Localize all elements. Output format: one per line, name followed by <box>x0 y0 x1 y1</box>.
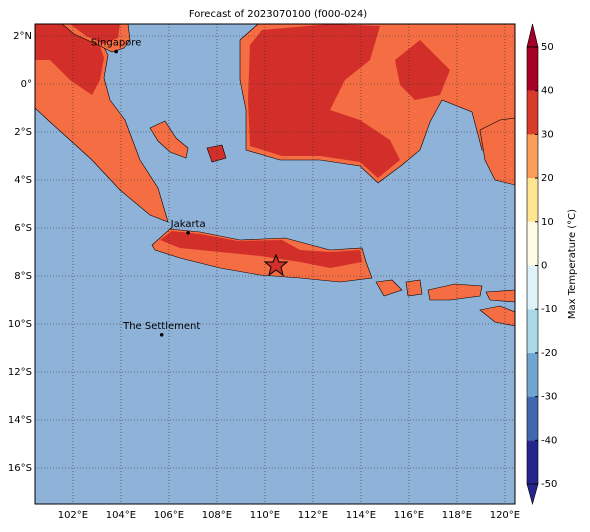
lat-label: 4°S <box>14 175 32 186</box>
city-dot <box>186 231 190 235</box>
lat-label: 16°S <box>8 463 32 474</box>
colorbar-extend-bottom <box>526 483 539 506</box>
lat-label: 6°S <box>14 223 32 234</box>
colorbar-tick-label: -50 <box>541 479 557 490</box>
colorbar-tick-label: 30 <box>541 129 554 140</box>
java-hot <box>160 231 362 268</box>
malay-hot <box>70 24 120 44</box>
colorbar-segment <box>527 221 538 266</box>
city-dot <box>159 333 164 337</box>
bali <box>375 279 403 297</box>
colorbar-tick-label: 40 <box>541 86 554 97</box>
lat-label: 10°S <box>8 319 32 330</box>
lon-label: 102°E <box>58 510 88 521</box>
city-dot <box>114 49 118 54</box>
star-marker <box>263 253 289 277</box>
lon-label: 112°E <box>298 510 328 521</box>
colorbar-tick-label: -30 <box>541 392 557 403</box>
lat-label: 0° <box>21 79 32 90</box>
colorbar-segment <box>527 178 538 222</box>
lombok <box>405 279 423 297</box>
lat-label: 2°N <box>13 31 32 42</box>
sumba <box>479 305 515 327</box>
lat-label: 14°S <box>8 415 32 426</box>
cities: Singapore Jakarta The Settlement <box>91 38 206 337</box>
colorbar-segment <box>527 265 538 310</box>
borneo-hot <box>248 24 400 178</box>
city-label: The Settlement <box>122 321 200 332</box>
lon-label: 104°E <box>106 510 136 521</box>
sumbawa <box>427 283 483 301</box>
lat-label: 12°S <box>8 367 32 378</box>
colorbar-tick-label: -40 <box>541 435 557 446</box>
city-label: Singapore <box>91 38 141 49</box>
colorbar-segment <box>527 309 538 353</box>
lat-label: 8°S <box>14 271 32 282</box>
colorbar-extend-top <box>526 23 539 48</box>
colorbar: -50 -40 -30 -20 -10 0 10 20 30 40 50 Max Temperatur… <box>526 23 578 506</box>
colorbar-segment <box>527 352 538 397</box>
city-label: Jakarta <box>170 219 206 230</box>
colorbar-tick-label: -10 <box>541 304 557 315</box>
land <box>35 24 515 327</box>
colorbar-segment <box>527 396 538 441</box>
belitung <box>206 144 227 163</box>
colorbar-segment <box>527 90 538 135</box>
lon-label: 114°E <box>346 510 376 521</box>
lon-label: 120°E <box>490 510 520 521</box>
lon-label: 110°E <box>250 510 280 521</box>
colorbar-segment <box>527 134 538 179</box>
flores <box>485 289 515 303</box>
graticule: 2°N 0° 2°S 4°S 6°S 8°S 10°S 12°S 14°S 16°S 102°E 10… <box>8 24 520 521</box>
sulawesi <box>479 117 515 186</box>
colorbar-tick-label: 20 <box>541 173 554 184</box>
colorbar-segment <box>527 47 538 91</box>
lon-label: 118°E <box>442 510 472 521</box>
lon-label: 116°E <box>394 510 424 521</box>
colorbar-tick-label: 10 <box>541 217 554 228</box>
map-title: Forecast of 2023070100 (f000-024) <box>189 9 367 20</box>
colorbar-tick-label: -20 <box>541 348 557 359</box>
sumatra-hot <box>35 24 104 95</box>
colorbar-tick-label: 50 <box>541 42 554 53</box>
lon-label: 108°E <box>202 510 232 521</box>
colorbar-segment <box>527 440 538 484</box>
map-frame <box>34 23 516 505</box>
colorbar-tick-label: 0 <box>541 261 547 272</box>
colorbar-label: Max Temperature (°C) <box>567 209 578 319</box>
lon-label: 106°E <box>154 510 184 521</box>
lat-label: 2°S <box>14 127 32 138</box>
bangka <box>149 120 189 159</box>
